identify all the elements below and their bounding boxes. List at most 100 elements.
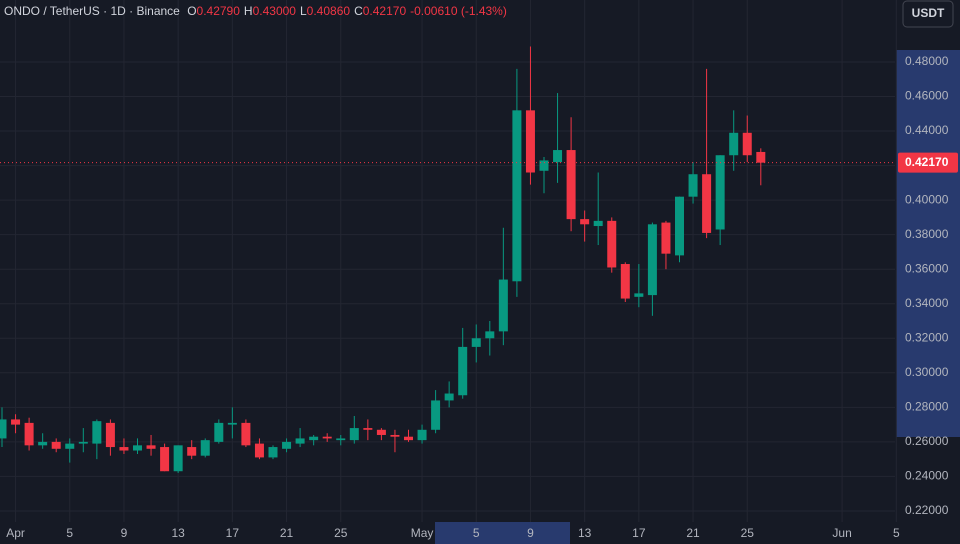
candle-body [336, 438, 346, 441]
currency-button[interactable] [902, 0, 954, 28]
candle-body [444, 393, 454, 401]
y-tick-label: 0.38000 [905, 227, 949, 241]
candle-body [146, 445, 156, 449]
x-tick-label: 13 [578, 526, 592, 540]
x-tick-label: Jun [832, 526, 851, 540]
candle-body [24, 422, 34, 446]
candle-body [688, 174, 698, 197]
header-label: C [354, 4, 363, 18]
candle-body [580, 219, 590, 225]
candle-body [160, 447, 170, 472]
last-price-box [898, 152, 958, 173]
candle-body [756, 151, 766, 163]
candle-body [322, 436, 332, 439]
candle-body [133, 445, 142, 451]
candle-body [715, 155, 725, 230]
header-value: 0.42790 [197, 4, 241, 18]
candle-body [11, 419, 21, 425]
header-change: -0.00610 (-1.43%) [410, 4, 507, 18]
x-tick-label: 13 [171, 526, 185, 540]
x-tick-label: 21 [280, 526, 294, 540]
candle-body [227, 422, 237, 425]
y-tick-label: 0.34000 [905, 296, 949, 310]
candle-body [200, 440, 210, 456]
candle-body [417, 429, 427, 441]
y-tick-label: 0.28000 [905, 400, 949, 414]
candle-body [282, 441, 292, 449]
candle-body [309, 436, 319, 441]
last-price-label: 0.42170 [905, 155, 949, 169]
x-tick-label: 17 [226, 526, 240, 540]
currency[interactable]: USDT [912, 6, 945, 20]
y-tick-label: 0.30000 [905, 365, 949, 379]
x-tick-label: May [411, 526, 434, 540]
candle-body [187, 447, 197, 456]
x-tick-label: 5 [893, 526, 900, 540]
candles [0, 46, 895, 473]
candle-body [647, 224, 657, 296]
y-tick-label: 0.26000 [905, 434, 949, 448]
candle-body [376, 429, 386, 435]
x-tick-label: 25 [334, 526, 348, 540]
y-tick-label: 0.32000 [905, 330, 949, 344]
candle-body [119, 447, 129, 451]
y-tick-label: 0.48000 [905, 54, 949, 68]
x-tick-label: 9 [121, 526, 128, 540]
candle-body [498, 279, 508, 332]
candle-body [661, 222, 671, 254]
header-value: 0.42170 [363, 4, 407, 18]
candle-body [390, 434, 400, 437]
candle-body [38, 441, 48, 446]
candle-body [566, 150, 576, 220]
candle-body [729, 132, 739, 156]
candle-body [254, 443, 264, 458]
candle-body [512, 110, 522, 282]
header-values: O0.42790 H0.43000 L0.40860 C0.42170 -0.00610… [187, 4, 507, 18]
x-tick-label: 5 [66, 526, 73, 540]
candle-body [214, 422, 224, 442]
candle-body [173, 445, 183, 472]
candle-body [0, 419, 7, 439]
candle-body [485, 331, 495, 339]
header: ONDO / TetherUS · 1D · Binance O0.42790 H… [4, 4, 507, 18]
candle-body [471, 338, 481, 347]
x-tick-label: Apr [6, 526, 25, 540]
candle-body [525, 110, 535, 173]
candle-body [634, 293, 644, 297]
x-tick-label: 5 [473, 526, 480, 540]
candle-body [349, 428, 359, 441]
candle-body [295, 438, 305, 444]
y-tick-label: 0.44000 [905, 123, 949, 137]
candle-body [675, 196, 684, 256]
candle-body [92, 421, 102, 444]
candle-body [593, 220, 603, 227]
candle-body [553, 150, 563, 163]
header-value: 0.40860 [307, 4, 351, 18]
candle-body [51, 441, 61, 449]
candle-body [607, 220, 617, 268]
header-value: 0.43000 [253, 4, 297, 18]
x-tick-label: 21 [686, 526, 700, 540]
x-tick-label: 25 [741, 526, 755, 540]
candle-body [702, 174, 712, 233]
candle-body [363, 428, 373, 430]
x-tick-label: 17 [632, 526, 646, 540]
candle-body [241, 422, 251, 446]
candle-body [431, 400, 441, 430]
candle-body [65, 443, 75, 449]
grid [0, 0, 897, 522]
y-tick-label: 0.36000 [905, 261, 949, 275]
candle-body [742, 132, 752, 156]
candle-body [105, 422, 115, 448]
labels: 0.22000 0.24000 0.26000 0.28000 0.30000 0.320… [6, 54, 958, 540]
y-tick-label: 0.40000 [905, 192, 949, 206]
y-tick-label: 0.46000 [905, 89, 949, 103]
symbol: ONDO / TetherUS · 1D · Binance [4, 4, 180, 18]
header-label: H [244, 4, 253, 18]
axis-range-highlight [896, 50, 960, 437]
date-range-highlight [435, 522, 570, 544]
candle-body [404, 436, 413, 441]
